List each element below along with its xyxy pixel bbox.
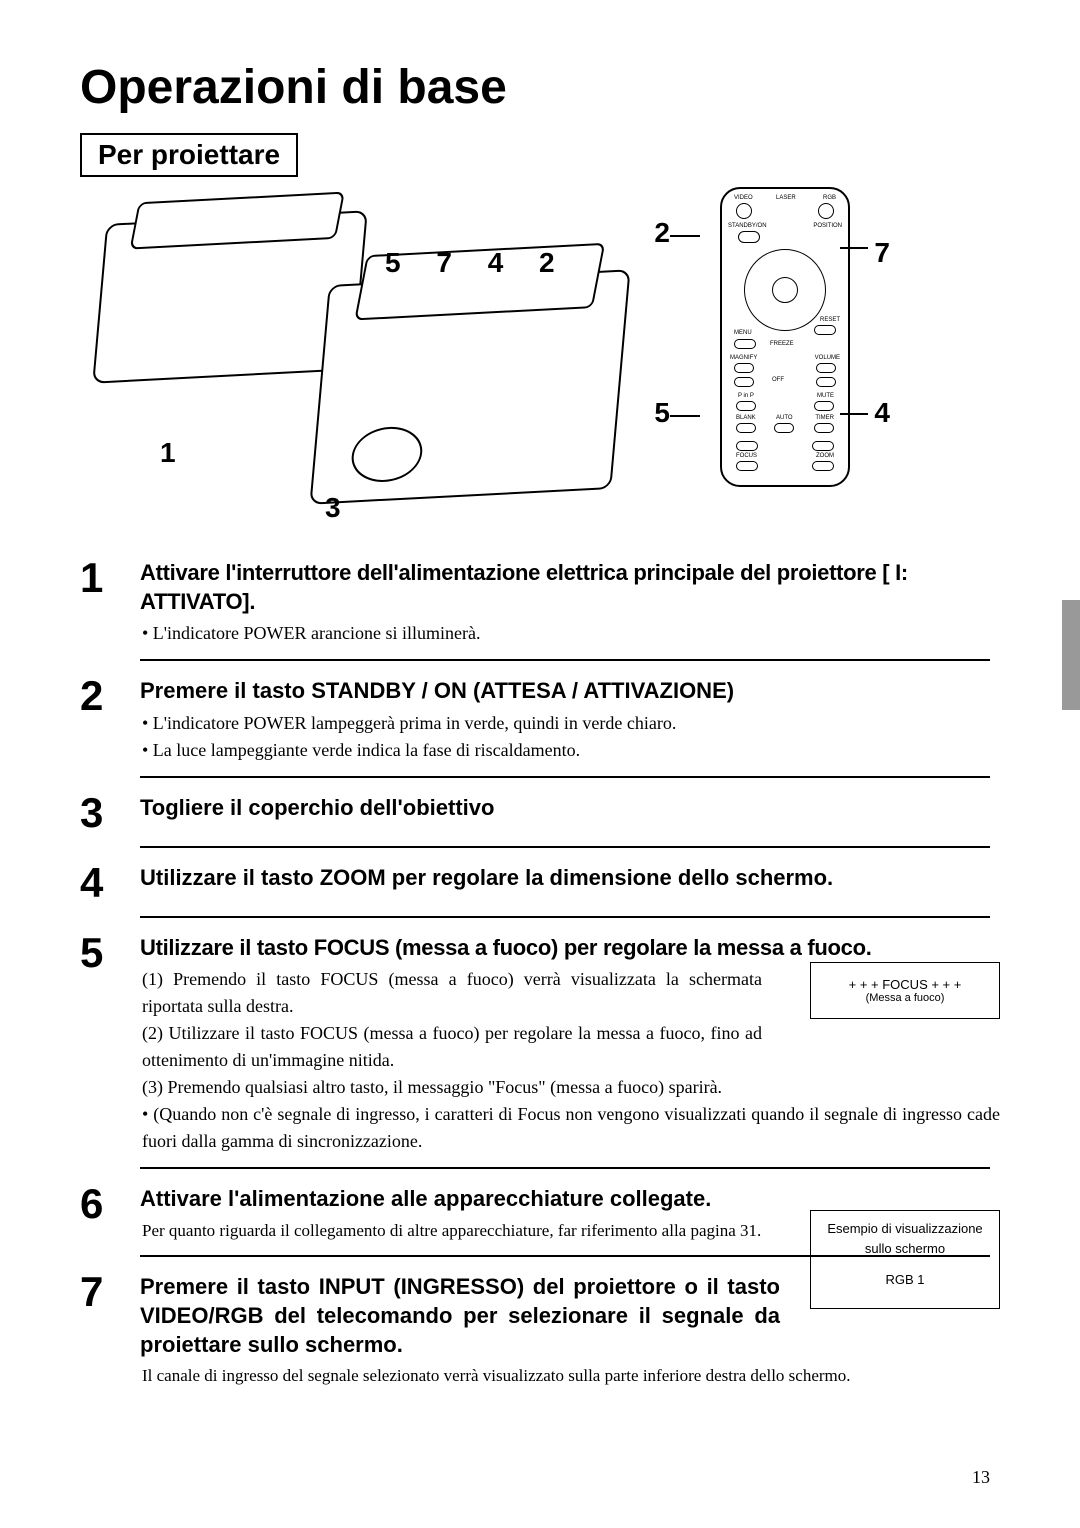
step-number: 1	[80, 557, 120, 599]
page-number: 13	[972, 1467, 990, 1488]
page-title: Operazioni di base	[80, 60, 1000, 115]
section-heading: Per proiettare	[80, 133, 298, 177]
step-title: Utilizzare il tasto ZOOM per regolare la…	[140, 864, 1000, 893]
focus-display-box: + + + FOCUS + + + (Messa a fuoco)	[810, 962, 1000, 1019]
step-title: Attivare l'interruttore dell'alimentazio…	[140, 559, 1000, 616]
step-title: Utilizzare il tasto FOCUS (messa a fuoco…	[140, 934, 1000, 963]
remote-illustration: VIDEO LASER RGB STANDBY/ON POSITION RESE…	[720, 187, 850, 487]
step-number: 7	[80, 1271, 120, 1313]
step-bullet: • La luce lampeggiante verde indica la f…	[142, 737, 1000, 764]
focus-box-line2: (Messa a fuoco)	[829, 992, 981, 1004]
example-box-line2: sullo schermo	[821, 1239, 989, 1259]
step-number: 5	[80, 932, 120, 974]
side-tab	[1062, 600, 1080, 710]
diagram-callout-3: 3	[325, 492, 341, 524]
step-number: 3	[80, 792, 120, 834]
step-bullet: • (Quando non c'è segnale di ingresso, i…	[142, 1101, 1000, 1155]
diagram-area: 5 7 4 2 1 3 VIDEO LASER RGB STANDBY/ON P…	[80, 187, 1000, 537]
example-box-line1: Esempio di visualizzazione	[821, 1219, 989, 1239]
diagram-callouts-top: 5 7 4 2	[385, 247, 569, 279]
step-number: 4	[80, 862, 120, 904]
step-title: Premere il tasto STANDBY / ON (ATTESA / …	[140, 677, 1000, 706]
divider	[140, 846, 990, 848]
diagram-callout-7r: 7	[874, 237, 890, 269]
step-bullet: • L'indicatore POWER arancione si illumi…	[142, 620, 1000, 647]
step-1: 1 Attivare l'interruttore dell'alimentaz…	[80, 557, 1000, 647]
step-4: 4 Utilizzare il tasto ZOOM per regolare …	[80, 862, 1000, 904]
step-sub: (3) Premendo qualsiasi altro tasto, il m…	[142, 1074, 1000, 1101]
example-display-box: Esempio di visualizzazione sullo schermo…	[810, 1210, 1000, 1309]
step-3: 3 Togliere il coperchio dell'obiettivo	[80, 792, 1000, 834]
step-title: Togliere il coperchio dell'obiettivo	[140, 794, 1000, 823]
example-box-line3: RGB 1	[821, 1270, 989, 1290]
divider	[140, 659, 990, 661]
step-bullet: • L'indicatore POWER lampeggerà prima in…	[142, 710, 1000, 737]
step-sub: (2) Utilizzare il tasto FOCUS (messa a f…	[142, 1020, 762, 1074]
diagram-callout-2r: 2	[654, 217, 670, 249]
step-note: Il canale di ingresso del segnale selezi…	[142, 1363, 1000, 1389]
diagram-callout-5r: 5	[654, 397, 670, 429]
divider	[140, 776, 990, 778]
divider	[140, 1167, 990, 1169]
step-number: 2	[80, 675, 120, 717]
diagram-callout-1: 1	[160, 437, 176, 469]
step-2: 2 Premere il tasto STANDBY / ON (ATTESA …	[80, 675, 1000, 764]
step-title: Premere il tasto INPUT (INGRESSO) del pr…	[140, 1273, 780, 1359]
focus-box-line1: + + + FOCUS + + +	[829, 977, 981, 992]
projector-front-illustration	[320, 277, 620, 497]
step-number: 6	[80, 1183, 120, 1225]
diagram-callout-4r: 4	[874, 397, 890, 429]
divider	[140, 916, 990, 918]
step-sub: (1) Premendo il tasto FOCUS (messa a fuo…	[142, 966, 762, 1020]
